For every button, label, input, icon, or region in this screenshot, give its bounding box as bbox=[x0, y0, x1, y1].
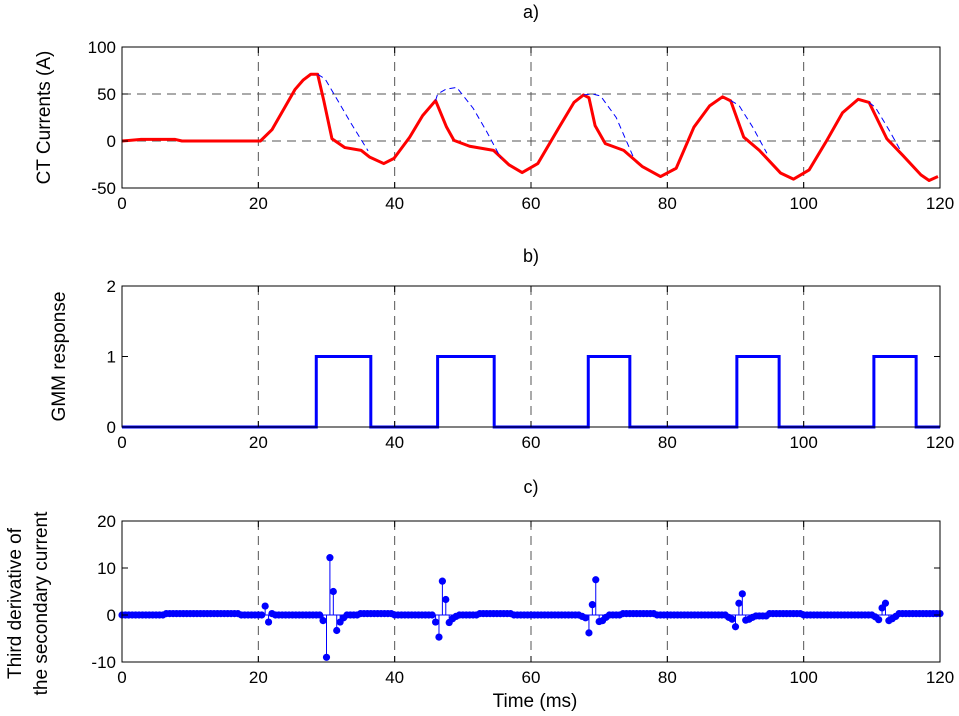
y-tick-label: 2 bbox=[107, 277, 116, 296]
x-tick-label: 0 bbox=[117, 433, 126, 452]
x-tick-label: 20 bbox=[249, 433, 268, 452]
y-tick-label: 0 bbox=[107, 132, 116, 151]
chart-title: a) bbox=[523, 2, 539, 22]
x-tick-label: 20 bbox=[249, 194, 268, 213]
stem-marker bbox=[264, 618, 273, 626]
x-tick-label: 100 bbox=[789, 433, 817, 452]
stem-marker bbox=[728, 615, 736, 623]
stem-marker bbox=[738, 590, 746, 598]
stem-marker bbox=[435, 633, 443, 641]
y-tick-label: -10 bbox=[91, 653, 116, 672]
x-tick-label: 40 bbox=[385, 668, 404, 687]
stem-marker bbox=[588, 601, 596, 609]
y-tick-label: -50 bbox=[91, 179, 116, 198]
x-tick-label: 0 bbox=[117, 194, 126, 213]
x-tick-label: 100 bbox=[789, 668, 817, 687]
stem-marker bbox=[322, 653, 331, 661]
stem-marker bbox=[731, 623, 740, 631]
y-axis-label: Third derivative of bbox=[5, 527, 26, 679]
x-tick-label: 60 bbox=[522, 668, 541, 687]
y-tick-label: 0 bbox=[107, 606, 116, 625]
series-line-ideal-current bbox=[868, 102, 901, 151]
series-line-gmm-response bbox=[122, 355, 940, 429]
stem-marker bbox=[735, 599, 743, 607]
series-line-ideal-current bbox=[435, 86, 502, 159]
stem-marker bbox=[881, 599, 890, 607]
x-tick-label: 120 bbox=[926, 668, 954, 687]
y-axis-label: the secondary current bbox=[31, 511, 52, 695]
stem-marker bbox=[428, 611, 436, 619]
y-tick-label: 0 bbox=[107, 418, 116, 437]
y-tick-label: 20 bbox=[97, 512, 116, 531]
stem-marker bbox=[592, 576, 600, 584]
series-line-ideal-current bbox=[317, 73, 369, 152]
x-tick-label: 0 bbox=[117, 668, 126, 687]
x-tick-label: 100 bbox=[789, 194, 817, 213]
stem-marker bbox=[261, 602, 269, 610]
x-tick-label: 40 bbox=[385, 433, 404, 452]
x-tick-label: 80 bbox=[658, 433, 677, 452]
series-line-secondary-current bbox=[121, 72, 939, 182]
stem-marker bbox=[319, 617, 327, 625]
stem-marker bbox=[329, 587, 337, 596]
x-tick-label: 120 bbox=[926, 194, 954, 213]
stem-marker bbox=[258, 611, 266, 619]
y-tick-label: 10 bbox=[97, 559, 116, 578]
chart-title: c) bbox=[524, 477, 539, 497]
stem-marker bbox=[442, 595, 450, 604]
stem-marker bbox=[431, 618, 440, 626]
chart-title: b) bbox=[523, 246, 539, 266]
x-tick-label: 80 bbox=[658, 194, 677, 213]
stem-marker bbox=[875, 616, 883, 624]
y-axis-label: GMM response bbox=[49, 292, 70, 422]
stem-marker bbox=[316, 611, 324, 619]
series-line-ideal-current bbox=[730, 100, 768, 154]
chart-panel-b: 0 20 40 60 80 100 120 0 1 2 b) GMM response bbox=[49, 246, 954, 452]
series-line-ideal-current bbox=[583, 93, 635, 159]
x-tick-label: 40 bbox=[385, 194, 404, 213]
x-tick-label: 60 bbox=[522, 433, 541, 452]
x-tick-label: 80 bbox=[658, 668, 677, 687]
x-axis-label: Time (ms) bbox=[493, 691, 578, 712]
stem-marker bbox=[438, 577, 446, 585]
y-tick-label: 100 bbox=[88, 38, 116, 57]
x-tick-label: 120 bbox=[926, 433, 954, 452]
x-tick-label: 60 bbox=[522, 194, 541, 213]
stem-marker bbox=[581, 614, 590, 622]
y-tick-label: 50 bbox=[97, 85, 116, 104]
y-tick-label: 1 bbox=[107, 348, 116, 367]
stem-marker bbox=[585, 629, 593, 637]
stem-marker bbox=[333, 626, 341, 635]
x-tick-label: 20 bbox=[249, 668, 268, 687]
y-axis-label: CT Currents (A) bbox=[34, 51, 55, 185]
stem-marker bbox=[326, 554, 334, 562]
